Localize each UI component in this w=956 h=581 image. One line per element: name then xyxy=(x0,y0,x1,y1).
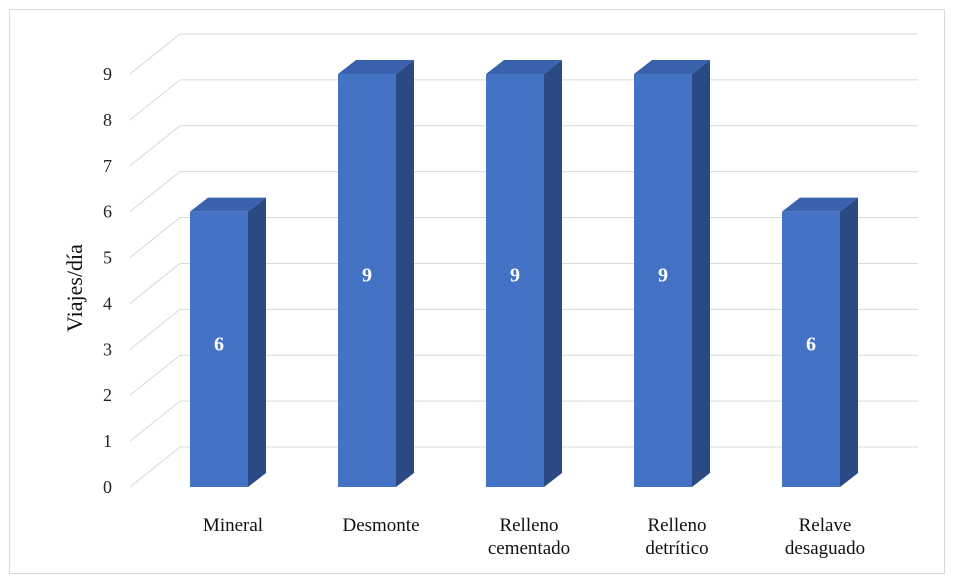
gridline-diagonal-7 xyxy=(129,125,181,167)
bar-top-0 xyxy=(190,197,266,212)
bar-1 xyxy=(338,60,414,487)
gridline-diagonal-9 xyxy=(129,33,181,75)
y-tick-label-6: 6 xyxy=(103,202,112,222)
category-label-3-line-0: Relleno xyxy=(647,515,706,536)
data-labels: 6 9 9 9 6 xyxy=(214,265,816,356)
y-tick-label-1: 1 xyxy=(103,431,112,451)
bar-side-1 xyxy=(396,60,414,487)
bar-side-2 xyxy=(544,60,562,487)
y-tick-label-0: 0 xyxy=(103,477,112,497)
bar-front-0 xyxy=(190,211,248,487)
bar-front-4 xyxy=(782,211,840,487)
category-label-1-line-0: Desmonte xyxy=(342,515,419,536)
y-axis-ticks: 0 1 2 3 4 5 6 7 8 9 xyxy=(103,64,112,497)
data-label-3: 9 xyxy=(658,265,668,287)
bar-top-2 xyxy=(486,60,562,74)
category-label-3-line-1: detrítico xyxy=(645,538,708,559)
y-tick-label-5: 5 xyxy=(103,248,112,268)
data-label-1: 9 xyxy=(362,265,372,287)
bar-side-0 xyxy=(248,197,266,487)
gridline-diagonal-2 xyxy=(129,354,181,396)
y-axis-label: Viajes/día xyxy=(62,244,87,332)
bar-front-1 xyxy=(338,74,396,487)
x-axis-categories: Mineral Desmonte RellenocementadoRellenode… xyxy=(203,515,865,559)
bar-front-3 xyxy=(634,74,692,487)
gridline-diagonal-6 xyxy=(129,171,181,213)
bar-side-3 xyxy=(692,60,710,487)
y-tick-label-7: 7 xyxy=(103,156,112,176)
gridline-diagonal-4 xyxy=(129,263,181,304)
gridline-diagonal-1 xyxy=(129,400,181,442)
bars xyxy=(190,60,858,487)
gridline-diagonal-3 xyxy=(129,308,181,350)
category-label-2-line-1: cementado xyxy=(488,538,570,559)
y-tick-label-4: 4 xyxy=(103,293,112,313)
category-label-4-line-0: Relave xyxy=(799,515,852,536)
y-tick-label-9: 9 xyxy=(103,64,112,84)
bar-side-4 xyxy=(840,197,858,487)
bar-top-4 xyxy=(782,197,858,212)
y-tick-label-2: 2 xyxy=(103,385,112,405)
gridline-diagonal-5 xyxy=(129,217,181,258)
y-tick-label-3: 3 xyxy=(103,339,112,359)
category-label-0-line-0: Mineral xyxy=(203,515,263,536)
category-label-2-line-0: Relleno xyxy=(499,515,558,536)
data-label-0: 6 xyxy=(214,333,224,355)
gridline-diagonal-8 xyxy=(129,79,181,121)
bar-4 xyxy=(782,197,858,487)
bar-0 xyxy=(190,197,266,487)
category-label-4-line-1: desaguado xyxy=(785,538,865,559)
bar-3 xyxy=(634,60,710,487)
data-label-4: 6 xyxy=(806,333,816,355)
data-label-2: 9 xyxy=(510,265,520,287)
bar-top-3 xyxy=(634,60,710,74)
bar-2 xyxy=(486,60,562,487)
gridline-diagonal-0 xyxy=(129,446,181,488)
bar-front-2 xyxy=(486,74,544,487)
bar-top-1 xyxy=(338,60,414,74)
y-tick-label-8: 8 xyxy=(103,110,112,130)
